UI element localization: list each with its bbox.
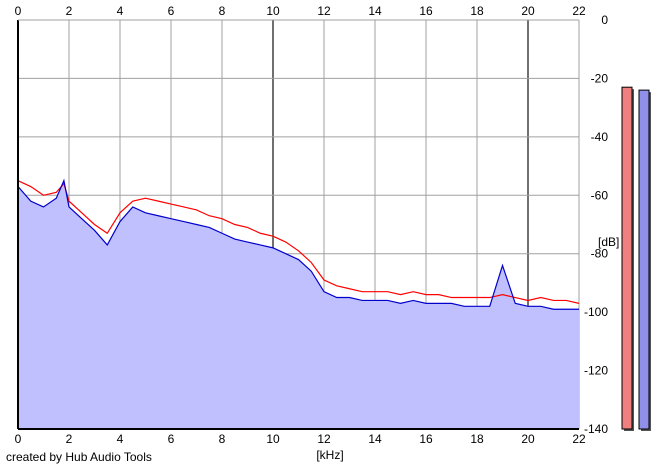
spectrum-fill-area <box>18 180 579 429</box>
x-tick-label-bottom: 16 <box>419 432 433 446</box>
y-tick-labels: 0 -20 -40 -60 -80 -100 -120 -140 <box>584 13 608 436</box>
x-tick-label-top: 6 <box>168 4 175 18</box>
x-tick-labels-top: 0 2 4 6 8 10 12 14 16 18 20 22 <box>15 4 586 18</box>
credit-text: created by Hub Audio Tools <box>6 450 152 464</box>
level-meter-1 <box>621 86 633 430</box>
x-tick-label-top: 12 <box>317 4 331 18</box>
y-axis-label: [dB] <box>598 235 619 249</box>
x-tick-label-bottom: 12 <box>317 432 331 446</box>
x-tick-label-top: 2 <box>66 4 73 18</box>
x-tick-label-top: 10 <box>266 4 280 18</box>
series-lines <box>17 178 580 310</box>
x-tick-label-bottom: 10 <box>266 432 280 446</box>
x-tick-label-bottom: 20 <box>521 432 535 446</box>
x-tick-label-bottom: 8 <box>219 432 226 446</box>
level-meter-2 <box>638 89 650 430</box>
x-tick-label-bottom: 18 <box>470 432 484 446</box>
spectrum-fill <box>18 180 579 429</box>
y-tick-label: -140 <box>584 422 608 436</box>
x-tick-label-bottom: 14 <box>368 432 382 446</box>
x-tick-label-top: 18 <box>470 4 484 18</box>
y-tick-label: -60 <box>591 188 609 202</box>
y-tick-label: -80 <box>591 247 609 261</box>
x-tick-label-bottom: 22 <box>572 432 586 446</box>
y-tick-label: 0 <box>601 13 608 27</box>
x-tick-label-top: 14 <box>368 4 382 18</box>
x-tick-label-bottom: 0 <box>15 432 22 446</box>
x-tick-label-top: 16 <box>419 4 433 18</box>
x-tick-label-bottom: 2 <box>66 432 73 446</box>
x-axis-label: [kHz] <box>316 448 343 462</box>
x-tick-label-top: 22 <box>572 4 586 18</box>
x-tick-label-bottom: 4 <box>117 432 124 446</box>
x-tick-label-top: 0 <box>15 4 22 18</box>
y-tick-label: -100 <box>584 305 608 319</box>
series-line-2 <box>17 178 579 310</box>
x-tick-label-top: 4 <box>117 4 124 18</box>
x-tick-label-bottom: 6 <box>168 432 175 446</box>
y-tick-label: -40 <box>591 130 609 144</box>
x-tick-label-top: 20 <box>521 4 535 18</box>
x-tick-label-top: 8 <box>219 4 226 18</box>
axes <box>17 19 579 430</box>
y-tick-label: -120 <box>584 364 608 378</box>
series-line-1 <box>17 180 580 304</box>
y-tick-label: -20 <box>591 71 609 85</box>
x-tick-labels-bottom: 0 2 4 6 8 10 12 14 16 18 20 22 <box>15 432 586 446</box>
level-meters <box>621 86 651 431</box>
